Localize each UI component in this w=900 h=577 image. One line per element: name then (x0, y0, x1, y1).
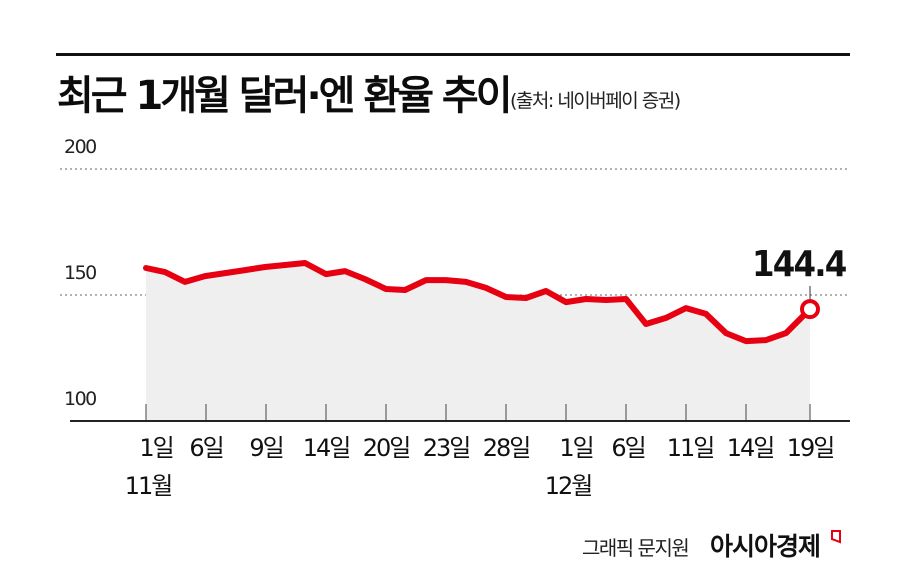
chart-title: 최근 1개월 달러·엔 환율 추이 (57, 73, 513, 119)
last-point-marker (800, 299, 820, 320)
x-tick-label: 6일 (189, 434, 224, 462)
y-tick-200: 200 (64, 136, 97, 158)
area-fill (146, 263, 810, 421)
x-tick-label: 1일 (559, 434, 594, 462)
x-tick-label: 19일 (786, 434, 836, 462)
data-line (143, 260, 813, 345)
source-note: (출처: 네이버페이 증권) (510, 90, 681, 112)
graphic-credit: 그래픽 문지원 (582, 536, 690, 560)
x-tick-label: 1일 (139, 434, 174, 462)
y-tick-150: 150 (64, 262, 97, 284)
x-axis-ticks (145, 404, 811, 421)
month-label-december: 12월 (544, 472, 594, 500)
brand-logo: 아시아경제 (710, 527, 842, 563)
x-tick-label: 23일 (422, 434, 472, 462)
x-tick-label: 11일 (666, 434, 716, 462)
top-rule (56, 53, 850, 56)
month-label-november: 11월 (124, 472, 174, 500)
x-tick-label: 14일 (302, 434, 352, 462)
x-tick-label: 28일 (482, 434, 532, 462)
x-tick-label: 9일 (249, 434, 284, 462)
brand-name: 아시아경제 (710, 532, 821, 561)
x-tick-label: 6일 (611, 434, 646, 462)
y-tick-100: 100 (64, 388, 97, 410)
last-value-label: 144.4 (752, 244, 847, 285)
brand-mark-icon (830, 530, 841, 544)
x-tick-label: 14일 (726, 434, 776, 462)
x-tick-label: 20일 (362, 434, 412, 462)
